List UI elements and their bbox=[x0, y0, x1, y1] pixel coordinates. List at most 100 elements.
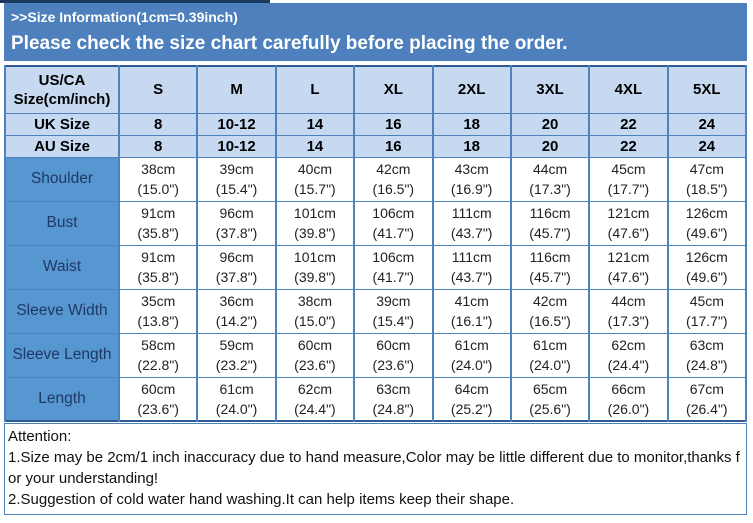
attention-box: Attention: 1.Size may be 2cm/1 inch inac… bbox=[4, 423, 747, 515]
measurement-row-sleeve-width: Sleeve Width 35cm (13.8") 36cm (14.2") 38cm (1… bbox=[4, 288, 748, 334]
cm-value: 101cm bbox=[293, 249, 336, 265]
attention-note: 2.Suggestion of cold water hand washing.… bbox=[8, 491, 515, 508]
cm-value: 111cm bbox=[451, 205, 492, 221]
inch-value: (15.4") bbox=[372, 313, 415, 329]
measurement-cell: 111cm (43.7") bbox=[431, 244, 512, 290]
corner-cell: US/CA Size(cm/inch) bbox=[4, 65, 120, 114]
cm-value: 39cm bbox=[376, 293, 411, 309]
cm-value: 60cm bbox=[376, 337, 411, 353]
measurement-cell: 101cm (39.8") bbox=[274, 200, 356, 246]
inch-value: (24.0") bbox=[215, 400, 258, 417]
conversion-cell: 22 bbox=[588, 134, 669, 158]
row-label: Sleeve Width bbox=[4, 288, 120, 334]
size-column-5xl: 5XL bbox=[666, 65, 748, 114]
measurement-row-length: Length 60cm (23.6") 61cm (24.0") 62cm (24.4") 6… bbox=[4, 376, 748, 422]
cm-value: 47cm bbox=[689, 161, 724, 177]
measurement-cell: 35cm (13.8") bbox=[117, 288, 199, 334]
size-column-3xl: 3XL bbox=[509, 65, 591, 114]
measurement-cell: 61cm (24.0") bbox=[196, 376, 277, 422]
measurement-cell: 62cm (24.4") bbox=[588, 332, 669, 378]
cm-value: 45cm bbox=[689, 293, 724, 309]
inch-value: (26.0") bbox=[607, 400, 650, 417]
measurement-cell: 39cm (15.4") bbox=[353, 288, 434, 334]
row-label: UK Size bbox=[4, 112, 120, 136]
measurement-cell: 59cm (23.2") bbox=[196, 332, 277, 378]
attention-heading: Attention: bbox=[8, 428, 72, 445]
measurement-cell: 121cm (47.6") bbox=[588, 200, 669, 246]
cm-value: 40cm bbox=[297, 161, 333, 177]
inch-value: (45.7") bbox=[529, 225, 571, 241]
inch-value: (16.5") bbox=[372, 181, 415, 197]
measurement-cell: 91cm (35.8") bbox=[117, 200, 199, 246]
cm-value: 63cm bbox=[689, 337, 724, 353]
cm-value: 62cm bbox=[611, 337, 646, 353]
row-label: Waist bbox=[4, 244, 120, 290]
measurement-cell: 42cm (16.5") bbox=[353, 156, 434, 202]
measurement-cell: 96cm (37.8") bbox=[196, 244, 277, 290]
uk-size-row: UK Size 8 10-12 14 16 18 20 22 24 bbox=[4, 112, 748, 136]
cm-value: 60cm bbox=[141, 380, 176, 397]
cm-value: 121cm bbox=[607, 249, 650, 265]
inch-value: (17.7") bbox=[607, 181, 650, 197]
measurement-cell: 44cm (17.3") bbox=[588, 288, 669, 334]
inch-value: (26.4") bbox=[686, 400, 728, 417]
cm-value: 121cm bbox=[607, 205, 650, 221]
cm-value: 67cm bbox=[689, 380, 724, 397]
conversion-cell: 22 bbox=[588, 112, 669, 136]
inch-value: (23.6") bbox=[372, 357, 415, 373]
measurement-cell: 111cm (43.7") bbox=[431, 200, 512, 246]
cm-value: 116cm bbox=[529, 205, 571, 221]
measurement-rows: Shoulder 38cm (15.0") 39cm (15.4") 40cm (15.7"… bbox=[4, 156, 748, 422]
measurement-row-sleeve-length: Sleeve Length 58cm (22.8") 59cm (23.2") 60cm (… bbox=[4, 332, 748, 378]
row-label: Length bbox=[4, 376, 120, 422]
measurement-cell: 38cm (15.0") bbox=[117, 156, 199, 202]
measurement-cell: 45cm (17.7") bbox=[588, 156, 669, 202]
cm-value: 58cm bbox=[141, 337, 176, 353]
inch-value: (49.6") bbox=[686, 225, 728, 241]
measurement-cell: 38cm (15.0") bbox=[274, 288, 356, 334]
conversion-cell: 10-12 bbox=[196, 134, 277, 158]
inch-value: (25.2") bbox=[450, 400, 493, 417]
conversion-cell: 18 bbox=[431, 134, 512, 158]
cm-value: 116cm bbox=[529, 249, 571, 265]
inch-value: (43.7") bbox=[450, 225, 493, 241]
banner: >>Size Information(1cm=0.39inch) Please … bbox=[4, 3, 747, 61]
measurement-cell: 60cm (23.6") bbox=[353, 332, 434, 378]
attention-notes: 1.Size may be 2cm/1 inch inaccuracy due … bbox=[8, 447, 743, 510]
conversion-cell: 10-12 bbox=[196, 112, 277, 136]
row-label: Shoulder bbox=[4, 156, 120, 202]
top-accent-line bbox=[0, 0, 270, 3]
inch-value: (18.5") bbox=[686, 181, 728, 197]
cm-value: 42cm bbox=[376, 161, 411, 177]
inch-value: (41.7") bbox=[372, 269, 415, 285]
size-table-head: US/CA Size(cm/inch) S M L XL 2XL 3XL 4XL 5XL bbox=[4, 65, 748, 114]
cm-value: 36cm bbox=[219, 293, 254, 309]
row-label: AU Size bbox=[4, 134, 120, 158]
cm-value: 91cm bbox=[141, 205, 176, 221]
inch-value: (39.8") bbox=[294, 225, 336, 241]
size-column-2xl: 2XL bbox=[431, 65, 512, 114]
measurement-cell: 63cm (24.8") bbox=[666, 332, 748, 378]
measurement-cell: 61cm (24.0") bbox=[431, 332, 512, 378]
cm-value: 106cm bbox=[372, 249, 415, 265]
inch-value: (17.7") bbox=[686, 313, 728, 329]
inch-value: (37.8") bbox=[215, 269, 258, 285]
measurement-cell: 116cm (45.7") bbox=[509, 200, 591, 246]
inch-value: (22.8") bbox=[137, 357, 179, 373]
measurement-cell: 101cm (39.8") bbox=[274, 244, 356, 290]
cm-value: 44cm bbox=[532, 161, 568, 177]
measurement-cell: 58cm (22.8") bbox=[117, 332, 199, 378]
inch-value: (15.7") bbox=[294, 181, 336, 197]
inch-value: (13.8") bbox=[137, 313, 179, 329]
corner-label-line1: US/CA bbox=[38, 71, 86, 89]
cm-value: 64cm bbox=[454, 380, 489, 397]
cm-value: 44cm bbox=[611, 293, 646, 309]
size-column-xl: XL bbox=[353, 65, 434, 114]
measurement-cell: 126cm (49.6") bbox=[666, 200, 748, 246]
inch-value: (24.8") bbox=[372, 400, 415, 417]
inch-value: (47.6") bbox=[607, 269, 650, 285]
cm-value: 38cm bbox=[141, 161, 176, 177]
attention-note: 1.Size may be 2cm/1 inch inaccuracy due … bbox=[8, 449, 740, 487]
cm-value: 111cm bbox=[451, 249, 492, 265]
cm-value: 61cm bbox=[454, 337, 489, 353]
